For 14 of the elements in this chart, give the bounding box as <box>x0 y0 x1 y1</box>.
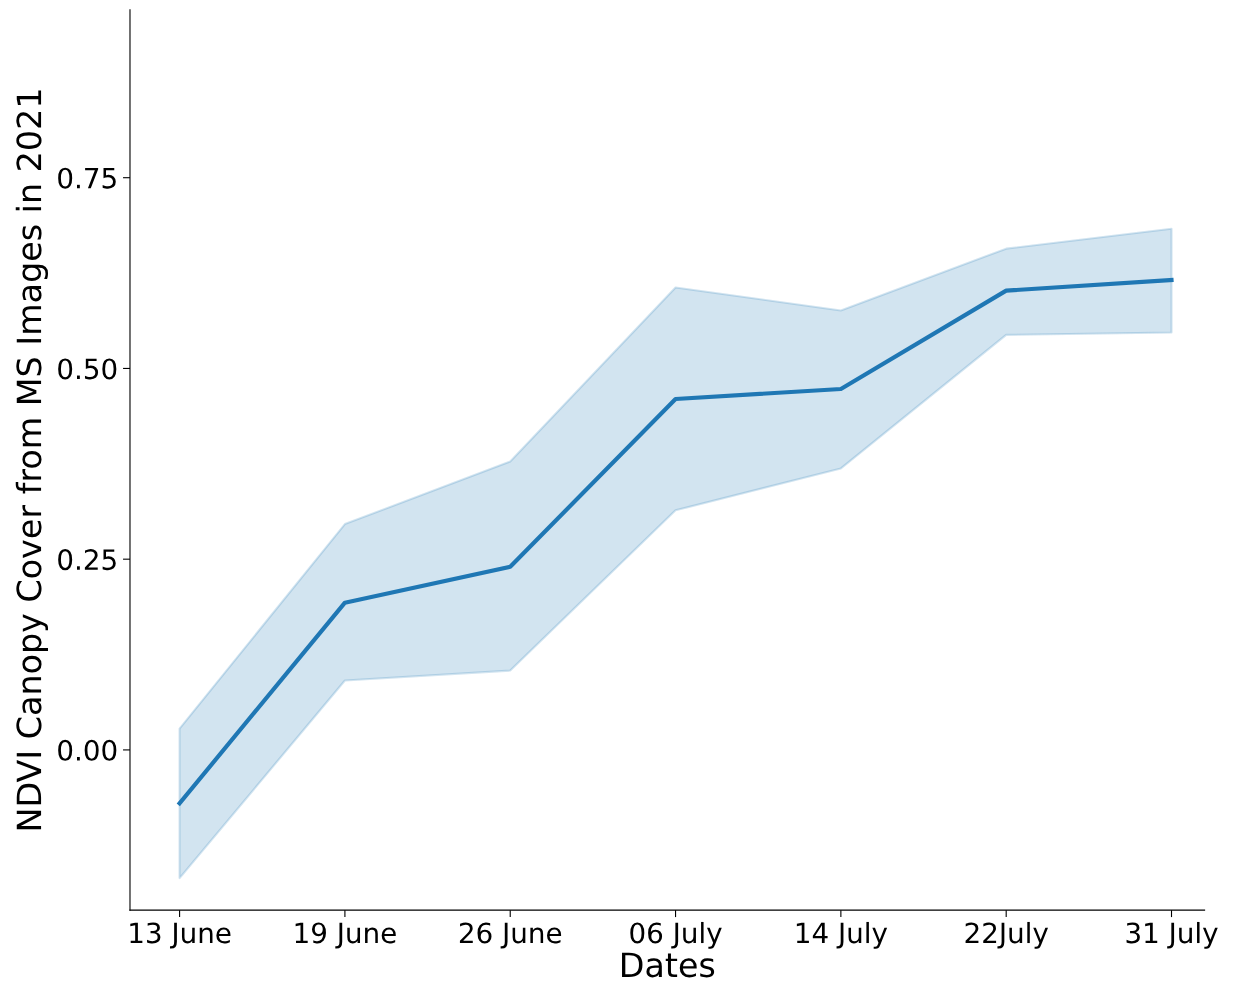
x-tick-label: 31 July <box>1126 921 1218 949</box>
y-tick-label: 0.25 <box>58 549 116 571</box>
x-tick-label: 13 June <box>130 922 231 949</box>
y-axis-title: NDVI Canopy Cover from MS Images in 2021 <box>15 90 48 830</box>
x-tick-label: 14 July <box>796 921 888 949</box>
y-tick-label: 0.00 <box>58 739 117 761</box>
x-tick-label: 22July <box>965 921 1049 949</box>
x-tick-label: 19 June <box>295 922 396 949</box>
x-tick-label: 26 June <box>459 922 562 949</box>
x-tick-label: 06 July <box>630 921 722 949</box>
y-tick-label: 0.50 <box>58 358 117 380</box>
line-series <box>177 277 1174 806</box>
x-axis-title: Dates <box>622 952 715 978</box>
y-tick-label: 0.75 <box>58 167 116 189</box>
